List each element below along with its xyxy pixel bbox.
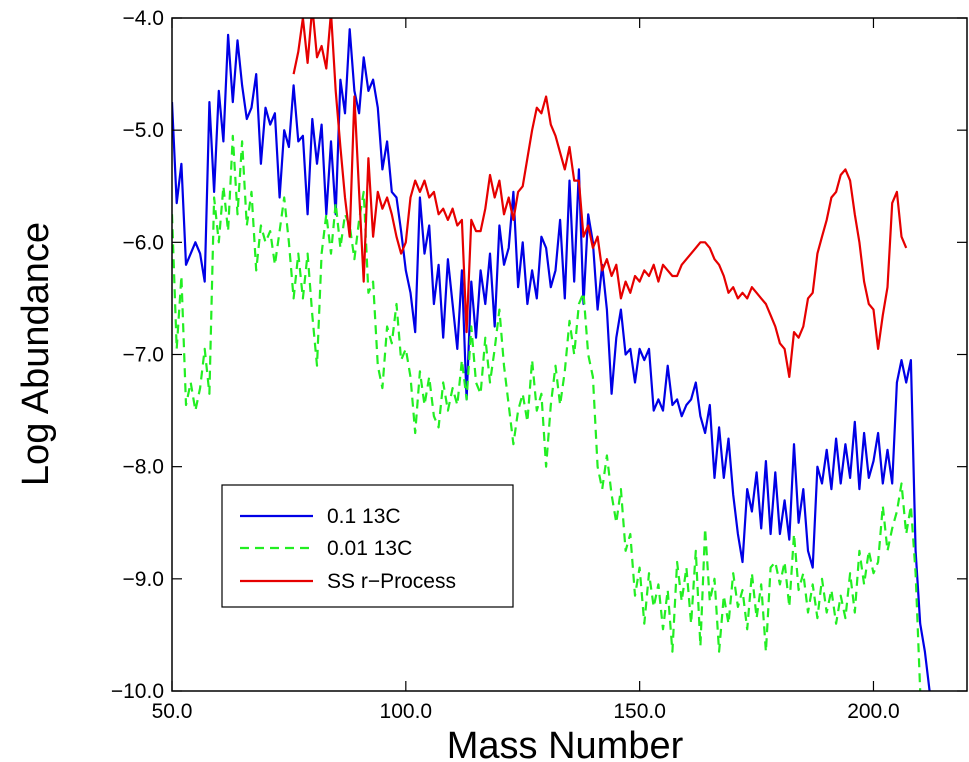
y-tick-label: −10.0 (111, 680, 164, 703)
series-line-0 (172, 28, 931, 691)
legend-box (221, 484, 514, 608)
x-tick-label: 100.0 (380, 700, 433, 723)
x-tick-label: 150.0 (613, 700, 666, 723)
x-tick-label: 200.0 (847, 700, 900, 723)
series-line-2 (292, 18, 908, 378)
x-tick-label: 50.0 (152, 700, 193, 723)
legend-label-0: 0.1 13C (327, 505, 401, 528)
ticks-layer: 50.0 100.0 150.0 200.0 −10.0 −9.0 −8.0 −7.0 −6.0… (111, 7, 967, 723)
x-axis-title: Mass Number (447, 725, 684, 762)
y-tick-label: −5.0 (123, 119, 164, 142)
legend-label-2: SS r−Process (327, 570, 456, 593)
legend: 0.1 13C 0.01 13C SS r−Process (221, 484, 514, 608)
y-tick-label: −4.0 (123, 7, 164, 30)
y-tick-label: −9.0 (123, 568, 164, 591)
series-layer (172, 18, 931, 691)
y-axis-title: Log Abundance (15, 222, 57, 486)
y-tick-label: −7.0 (123, 344, 164, 367)
y-tick-label: −6.0 (123, 231, 164, 254)
series-line-1 (172, 134, 922, 691)
y-tick-label: −8.0 (123, 456, 164, 479)
legend-label-1: 0.01 13C (327, 537, 412, 560)
